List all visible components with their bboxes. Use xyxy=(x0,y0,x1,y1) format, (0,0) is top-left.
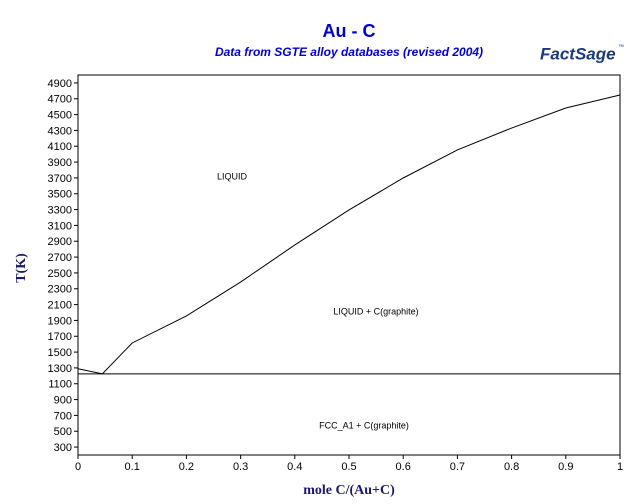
region-label: FCC_A1 + C(graphite) xyxy=(319,420,409,430)
x-tick-label: 0.8 xyxy=(504,461,519,473)
y-tick-label: 1500 xyxy=(48,347,72,359)
x-tick-label: 0.3 xyxy=(233,461,248,473)
chart-subtitle: Data from SGTE alloy databases (revised … xyxy=(215,45,483,59)
y-tick-label: 3500 xyxy=(48,189,72,201)
logo-mark: ™ xyxy=(618,44,624,51)
y-tick-label: 1100 xyxy=(48,379,72,391)
y-tick-label: 3700 xyxy=(48,173,72,185)
x-tick-label: 0.1 xyxy=(125,461,140,473)
y-tick-label: 3900 xyxy=(48,157,72,169)
x-axis-label: mole C/(Au+C) xyxy=(303,483,395,498)
y-tick-label: 700 xyxy=(54,410,72,422)
y-tick-label: 4500 xyxy=(48,109,72,121)
y-tick-label: 2500 xyxy=(48,268,72,280)
chart-title: Au - C xyxy=(323,21,376,41)
y-tick-label: 500 xyxy=(54,426,72,438)
y-tick-label: 2700 xyxy=(48,252,72,264)
x-tick-label: 0.4 xyxy=(287,461,302,473)
x-tick-label: 0 xyxy=(75,461,81,473)
y-tick-label: 4700 xyxy=(48,94,72,106)
y-tick-label: 1300 xyxy=(48,363,72,375)
y-tick-label: 3300 xyxy=(48,204,72,216)
x-tick-label: 0.5 xyxy=(341,461,356,473)
y-tick-label: 2300 xyxy=(48,284,72,296)
phase-boundary xyxy=(77,94,621,375)
y-axis-label: T(K) xyxy=(14,253,29,283)
x-tick-label: 1 xyxy=(617,461,623,473)
x-tick-label: 0.9 xyxy=(558,461,573,473)
x-tick-label: 0.7 xyxy=(450,461,465,473)
plot-frame xyxy=(77,74,621,456)
x-tick-label: 0.6 xyxy=(396,461,411,473)
y-tick-label: 300 xyxy=(54,442,72,454)
x-tick-label: 0.2 xyxy=(179,461,194,473)
y-tick-label: 3100 xyxy=(48,220,72,232)
region-label: LIQUID xyxy=(217,171,248,181)
y-tick-label: 2900 xyxy=(48,236,72,248)
y-tick-label: 1700 xyxy=(48,331,72,343)
y-tick-label: 2100 xyxy=(48,299,72,311)
y-tick-label: 900 xyxy=(54,394,72,406)
y-tick-label: 4100 xyxy=(48,141,72,153)
logo: FactSage xyxy=(540,44,616,63)
y-tick-label: 4900 xyxy=(48,78,72,90)
y-tick-label: 1900 xyxy=(48,315,72,327)
region-label: LIQUID + C(graphite) xyxy=(333,306,418,316)
y-tick-label: 4300 xyxy=(48,125,72,137)
